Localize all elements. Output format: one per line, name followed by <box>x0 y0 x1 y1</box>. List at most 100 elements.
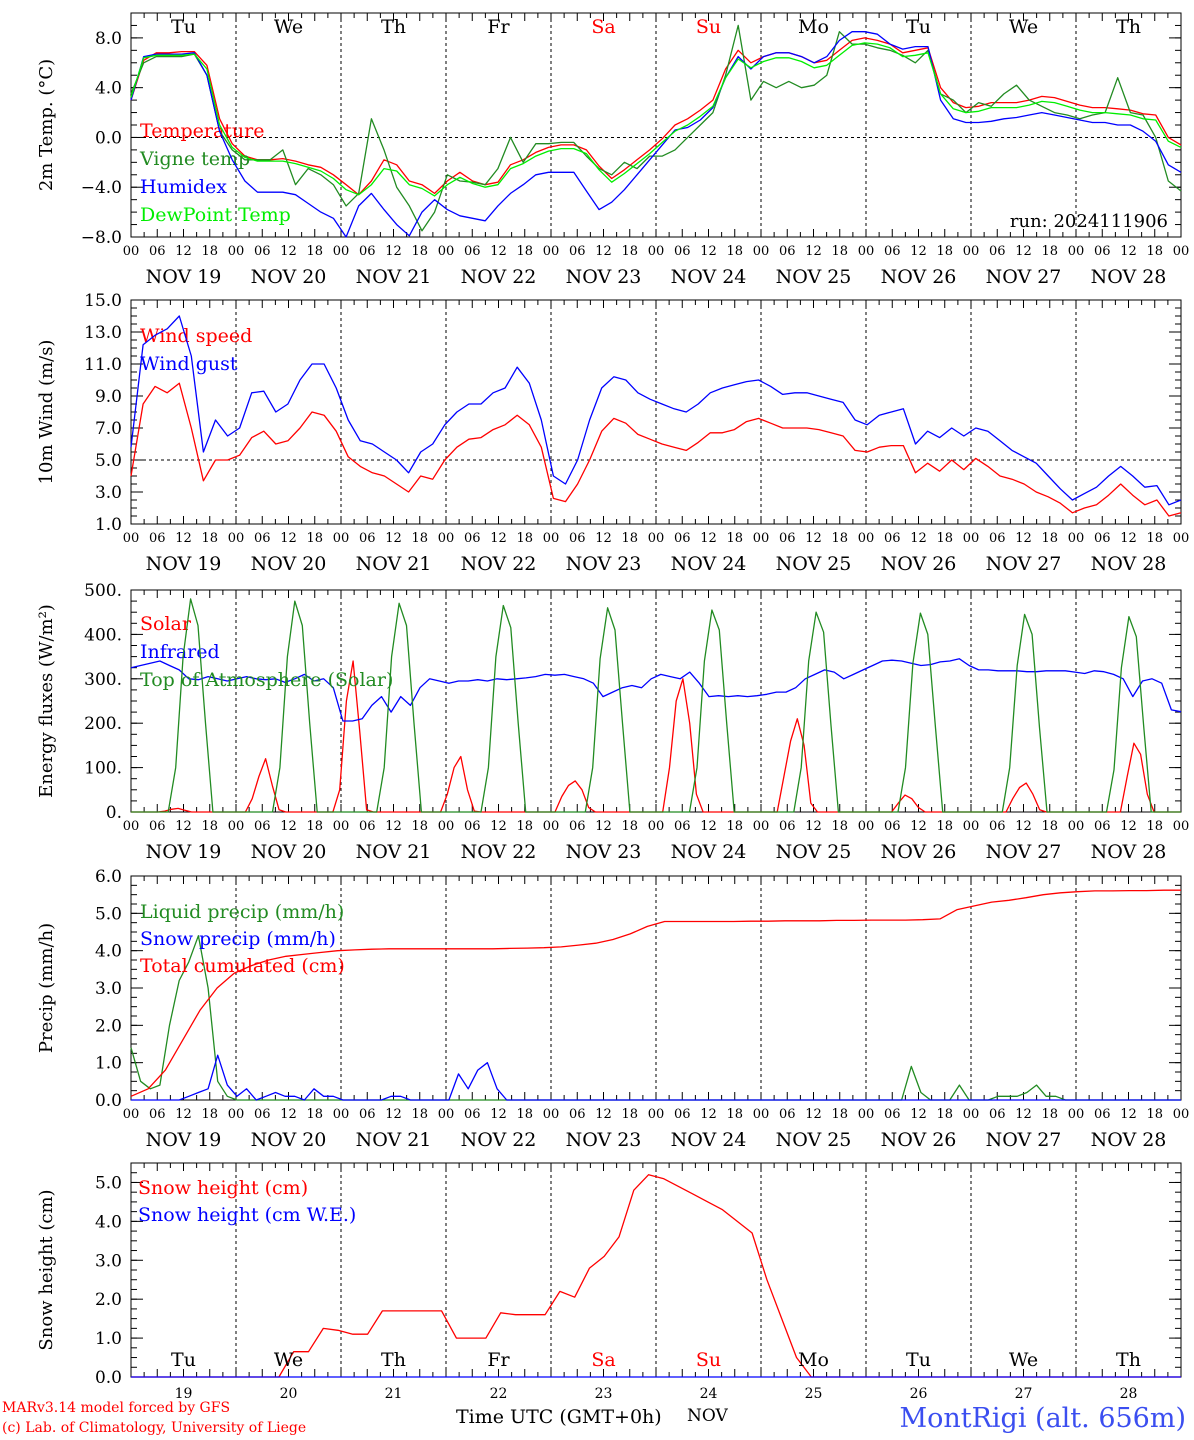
date-label: NOV 20 <box>251 553 327 575</box>
y-tick-label: 1.0 <box>95 1054 122 1074</box>
hour-label: 12 <box>280 244 297 259</box>
hour-label: 06 <box>464 244 481 259</box>
date-label: NOV 21 <box>356 553 432 575</box>
hour-label: 12 <box>1015 819 1032 834</box>
hour-label: 00 <box>333 244 350 259</box>
hour-label: 12 <box>385 531 402 546</box>
y-tick-label: 300. <box>84 670 122 690</box>
hour-label: 12 <box>805 1107 822 1122</box>
hour-label: 00 <box>1068 1107 1085 1122</box>
hour-label: 12 <box>175 244 192 259</box>
hour-label: 00 <box>963 531 980 546</box>
legend-entry: Vigne temp <box>139 148 250 170</box>
hour-label: 06 <box>359 531 376 546</box>
hour-label: 00 <box>1173 531 1190 546</box>
hour-label: 06 <box>1094 1107 1111 1122</box>
hour-label: 18 <box>201 1107 218 1122</box>
hour-label: 06 <box>359 1107 376 1122</box>
hour-label: 12 <box>175 531 192 546</box>
hour-label: 00 <box>543 819 560 834</box>
hour-label: 06 <box>884 1107 901 1122</box>
hour-label: 18 <box>936 244 953 259</box>
hour-label: 06 <box>254 1107 271 1122</box>
y-tick-label: 15.0 <box>84 291 122 311</box>
hour-label: 18 <box>201 819 218 834</box>
hour-label: 06 <box>254 819 271 834</box>
date-label: NOV 27 <box>986 553 1062 575</box>
hour-label: 12 <box>385 1107 402 1122</box>
y-tick-label: 1.0 <box>95 1329 122 1349</box>
hour-label: 18 <box>516 819 533 834</box>
day-number: 27 <box>1015 1386 1033 1402</box>
day-name: Th <box>1116 16 1141 38</box>
date-label: NOV 20 <box>251 841 327 863</box>
hour-label: 18 <box>1041 244 1058 259</box>
date-label: NOV 22 <box>461 266 537 288</box>
series-line-dewpoint-temp <box>130 42 1182 197</box>
series-line-wind-gust <box>130 315 1182 506</box>
day-name: We <box>1009 1349 1038 1371</box>
hour-label: 12 <box>595 244 612 259</box>
hour-label: 18 <box>1146 244 1163 259</box>
hour-label: 00 <box>333 531 350 546</box>
hour-label: 00 <box>438 1107 455 1122</box>
date-label: NOV 21 <box>356 1129 432 1151</box>
hour-label: 00 <box>648 531 665 546</box>
hour-label: 18 <box>621 819 638 834</box>
hour-label: 18 <box>201 244 218 259</box>
hour-label: 18 <box>411 819 428 834</box>
date-label: NOV 26 <box>881 1129 957 1151</box>
hour-label: 18 <box>1146 531 1163 546</box>
legend-entry: Wind gust <box>140 353 238 375</box>
y-tick-label: 7.0 <box>95 419 122 439</box>
day-name: We <box>274 1349 303 1371</box>
hour-label: 12 <box>175 819 192 834</box>
hour-label: 18 <box>306 244 323 259</box>
hour-label: 12 <box>700 1107 717 1122</box>
hour-label: 06 <box>464 819 481 834</box>
hour-label: 12 <box>490 819 507 834</box>
hour-label: 18 <box>621 244 638 259</box>
y-tick-label: 3.0 <box>95 1251 122 1271</box>
y-tick-label: 5.0 <box>95 904 122 924</box>
hour-label: 06 <box>884 531 901 546</box>
day-number: 23 <box>595 1386 613 1402</box>
hour-label: 00 <box>648 819 665 834</box>
hour-label: 12 <box>280 1107 297 1122</box>
legend-entry: Snow height (cm W.E.) <box>138 1204 356 1226</box>
hour-label: 18 <box>726 244 743 259</box>
day-name: Tu <box>171 1349 196 1371</box>
date-label: NOV 23 <box>566 841 642 863</box>
hour-label: 00 <box>963 1107 980 1122</box>
hour-label: 18 <box>936 531 953 546</box>
date-label: NOV 26 <box>881 266 957 288</box>
hour-label: 00 <box>963 819 980 834</box>
day-name: Tu <box>906 1349 931 1371</box>
y-tick-label: 2.0 <box>95 1290 122 1310</box>
hour-label: 00 <box>753 1107 770 1122</box>
hour-label: 12 <box>805 819 822 834</box>
date-label: NOV 22 <box>461 841 537 863</box>
hour-label: 12 <box>805 531 822 546</box>
day-name: Th <box>381 16 406 38</box>
panel-5: 0.0 1.0 2.0 3.0 4.0 5.0 Snow height (cm) Snow h… <box>36 1162 1182 1402</box>
series-line-snow-precip-mm-h- <box>131 1054 1181 1101</box>
series-line-humidex <box>130 31 1182 238</box>
hour-label: 06 <box>779 244 796 259</box>
hour-label: 18 <box>936 1107 953 1122</box>
hour-label: 00 <box>858 531 875 546</box>
hour-label: 00 <box>753 819 770 834</box>
y-tick-label: 11.0 <box>84 355 122 375</box>
date-label: NOV 19 <box>146 1129 222 1151</box>
y-tick-label: 4.0 <box>95 79 122 99</box>
lab-credit: (c) Lab. of Climatology, University of L… <box>2 1420 307 1436</box>
hour-label: 06 <box>464 1107 481 1122</box>
hour-label: 18 <box>1146 1107 1163 1122</box>
hour-label: 18 <box>936 819 953 834</box>
y-tick-label: 4.0 <box>95 942 122 962</box>
hour-label: 06 <box>989 531 1006 546</box>
date-label: NOV 21 <box>356 266 432 288</box>
hour-label: 00 <box>753 244 770 259</box>
hour-label: 00 <box>648 1107 665 1122</box>
hour-label: 18 <box>411 244 428 259</box>
